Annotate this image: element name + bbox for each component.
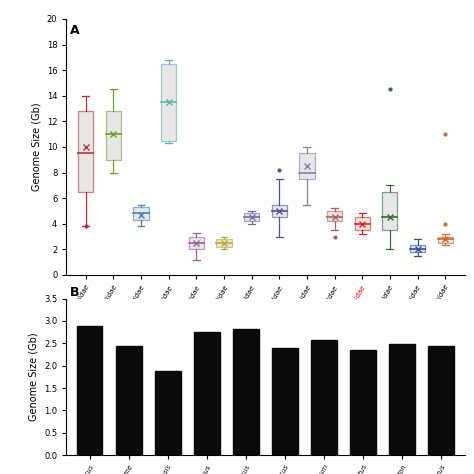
Bar — [233, 329, 259, 455]
Text: B: B — [70, 286, 80, 299]
Bar — [428, 346, 454, 455]
Bar — [189, 237, 204, 249]
Bar — [311, 340, 337, 455]
Bar — [244, 213, 259, 221]
Bar — [272, 205, 287, 217]
Bar — [350, 350, 376, 455]
Bar — [299, 154, 315, 179]
Bar — [389, 344, 415, 455]
Bar — [327, 211, 342, 221]
Bar — [272, 348, 298, 455]
Bar — [133, 207, 149, 220]
Bar — [438, 237, 453, 243]
Bar — [78, 111, 93, 192]
Text: A: A — [70, 24, 80, 37]
Bar — [161, 64, 176, 141]
Bar — [106, 111, 121, 160]
X-axis label: Decapoda: Decapoda — [233, 342, 298, 355]
Bar — [216, 239, 232, 247]
Y-axis label: Genome Size (Gb): Genome Size (Gb) — [28, 333, 38, 421]
Bar — [116, 346, 142, 455]
Bar — [410, 246, 425, 252]
Bar — [355, 217, 370, 230]
Bar — [155, 371, 181, 455]
Bar — [77, 326, 102, 455]
Y-axis label: Genome Size (Gb): Genome Size (Gb) — [31, 103, 41, 191]
Bar — [382, 192, 398, 230]
Bar — [194, 332, 219, 455]
